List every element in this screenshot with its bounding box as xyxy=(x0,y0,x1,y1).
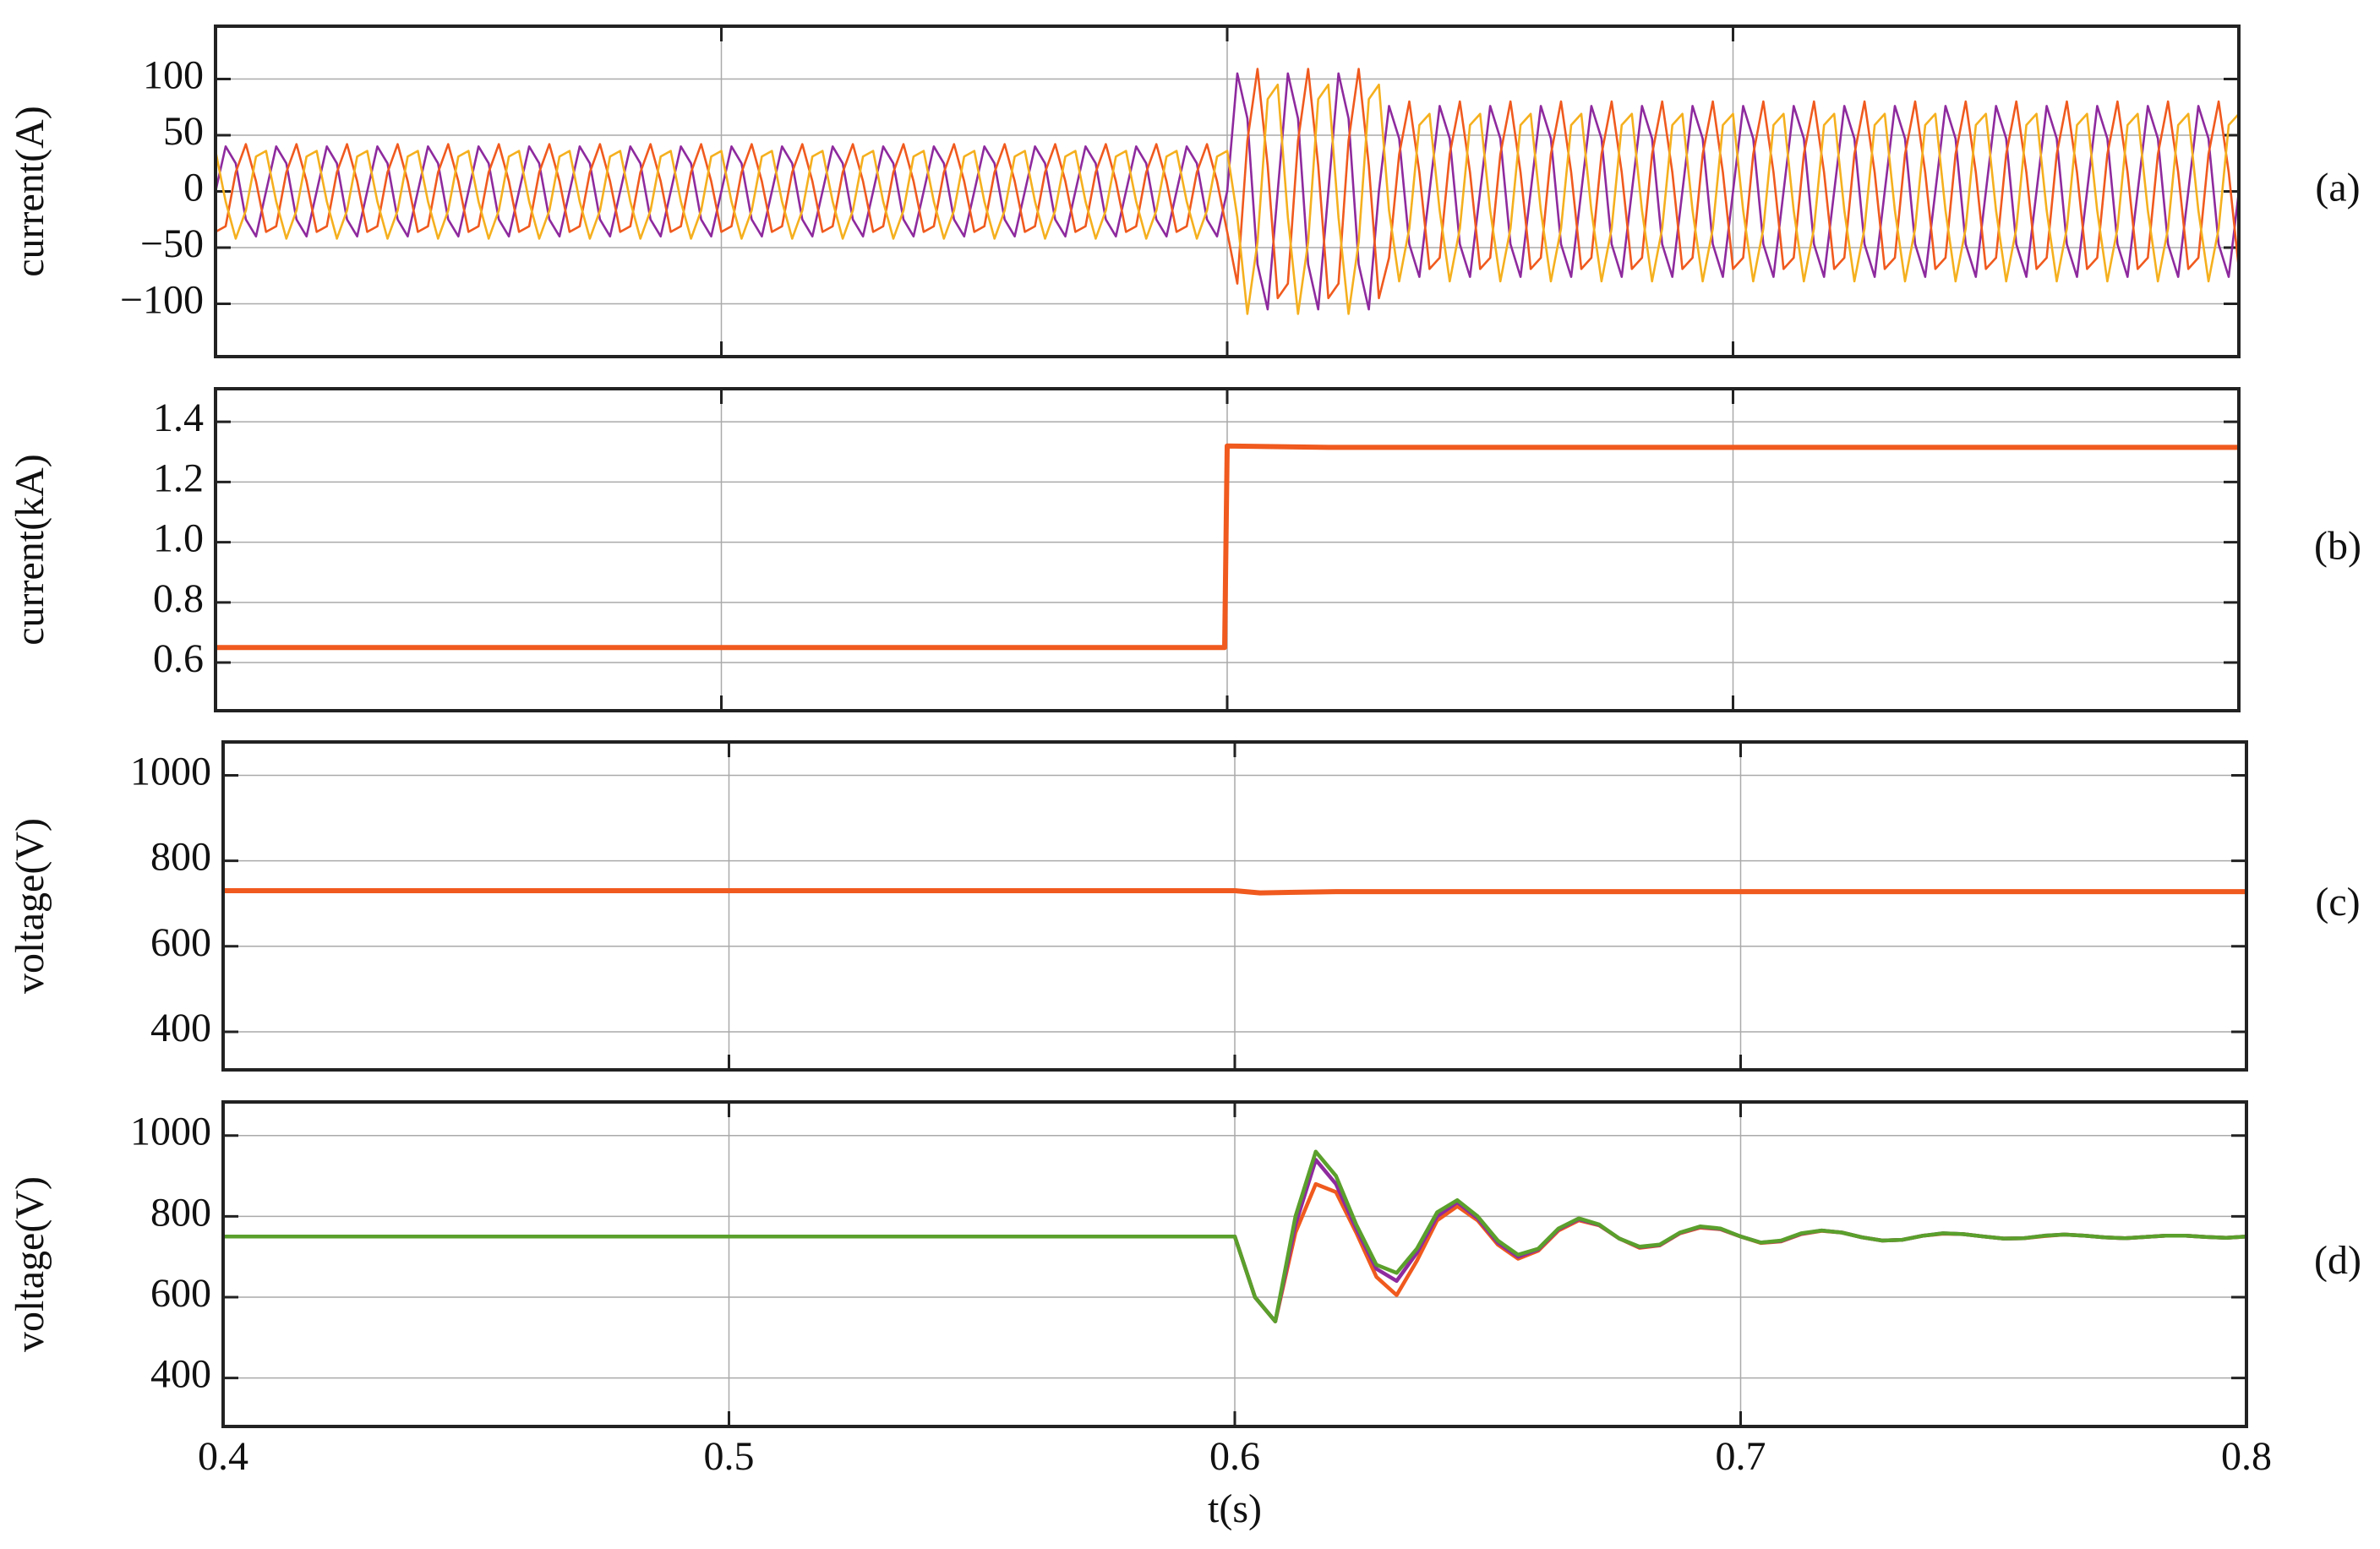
panel-label: (d) xyxy=(2314,1238,2361,1283)
series-line xyxy=(216,443,2239,651)
y-tick-label: 600 xyxy=(150,1271,211,1316)
y-tick-label: −50 xyxy=(140,221,204,266)
x-tick-label: 0.6 xyxy=(1209,1434,1260,1479)
y-axis-label: voltage(V) xyxy=(8,818,52,994)
panel-label: (b) xyxy=(2314,524,2361,569)
axes-box xyxy=(214,387,2241,712)
x-axis-label: t(s) xyxy=(1208,1486,1262,1531)
y-tick-label: 600 xyxy=(150,920,211,965)
x-tick-label: 0.5 xyxy=(704,1434,755,1479)
y-tick-label: 100 xyxy=(143,53,204,98)
y-tick-label: 800 xyxy=(150,835,211,880)
series-line xyxy=(216,68,2239,300)
y-axis-label: current(kA) xyxy=(8,454,52,646)
x-tick-label: 0.7 xyxy=(1716,1434,1766,1479)
y-tick-label: 0 xyxy=(183,166,204,210)
series-line xyxy=(216,72,2239,311)
y-axis-label: current(A) xyxy=(8,106,52,277)
x-tick-label: 0.8 xyxy=(2221,1434,2272,1479)
panel: 400 600 800 1000 0.4 0.5 0.6 0.7 0.8 voltage(V) (d… xyxy=(8,1100,2361,1531)
y-tick-label: 0.8 xyxy=(153,576,204,621)
y-tick-label: 1.0 xyxy=(153,516,204,561)
panel: 0.6 0.8 1.0 1.2 1.4 current(kA) (b) xyxy=(8,387,2361,712)
y-tick-label: 400 xyxy=(150,1006,211,1050)
x-tick-label: 0.4 xyxy=(198,1434,248,1479)
y-tick-label: 400 xyxy=(150,1352,211,1397)
series-line xyxy=(223,888,2246,896)
axes-box xyxy=(221,740,2248,1072)
panel: −100 −50 0 50 100 current(A) (a) xyxy=(8,25,2361,358)
y-tick-label: 1000 xyxy=(130,749,211,794)
panel-label: (a) xyxy=(2315,166,2360,210)
y-tick-label: −100 xyxy=(120,278,204,323)
y-axis-label: voltage(V) xyxy=(8,1176,52,1352)
y-tick-label: 800 xyxy=(150,1190,211,1235)
y-tick-label: 1.4 xyxy=(153,395,204,440)
y-tick-label: 1000 xyxy=(130,1110,211,1154)
panel: 400 600 800 1000 voltage(V) (c) xyxy=(8,740,2361,1072)
y-tick-label: 0.6 xyxy=(153,636,204,681)
panel-label: (c) xyxy=(2315,880,2360,924)
y-tick-label: 1.2 xyxy=(153,455,204,500)
axes-box xyxy=(214,25,2241,358)
y-tick-label: 50 xyxy=(163,109,204,154)
series-line xyxy=(223,1149,2246,1323)
axes-box xyxy=(221,1100,2248,1428)
series-line xyxy=(216,83,2239,315)
